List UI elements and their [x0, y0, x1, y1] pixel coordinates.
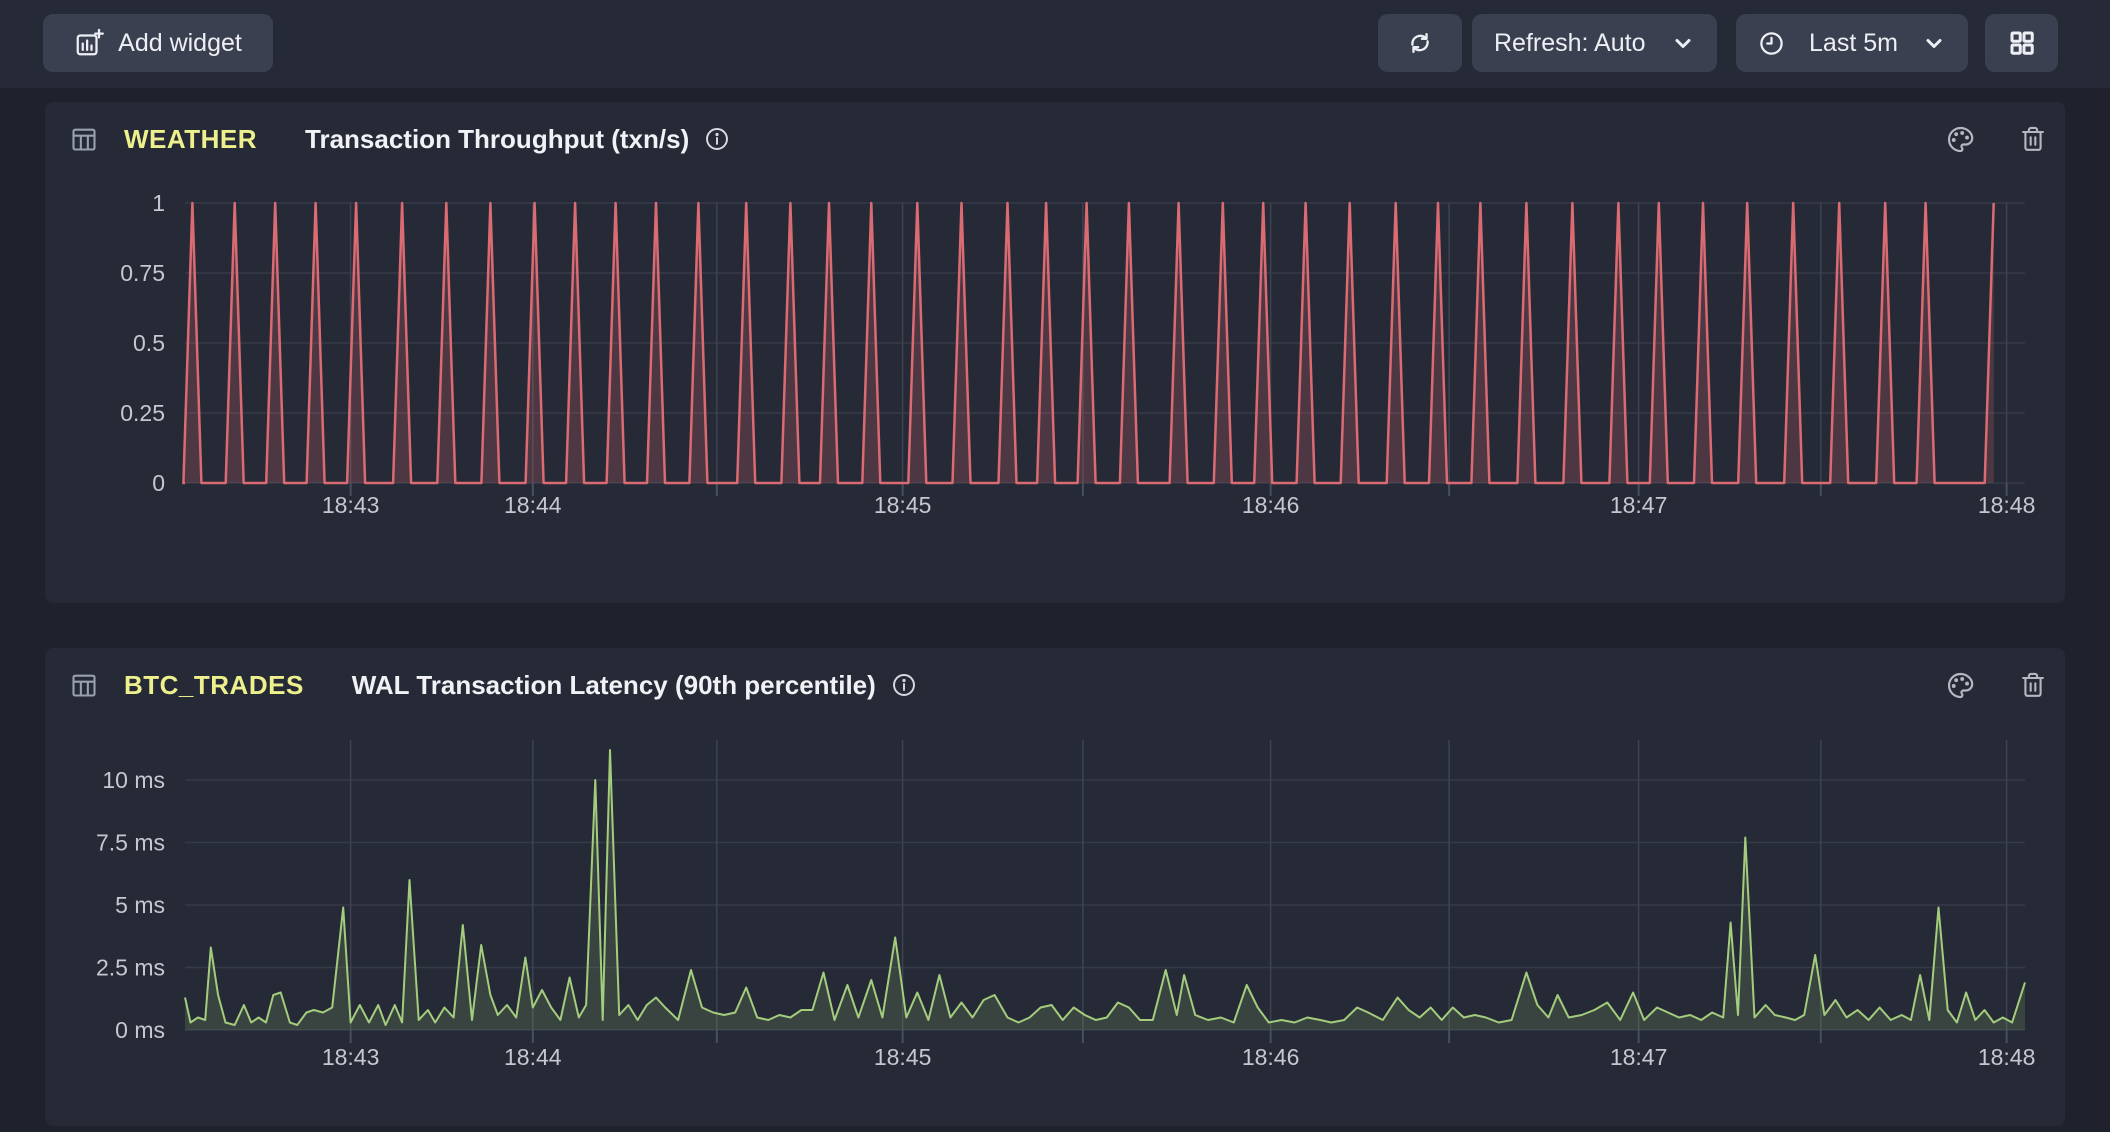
refresh-icon: [1406, 29, 1434, 57]
refresh-mode-dropdown[interactable]: Refresh: Auto: [1472, 14, 1717, 72]
svg-text:18:46: 18:46: [1242, 1044, 1300, 1070]
chart-title: Transaction Throughput (txn/s): [305, 123, 690, 154]
svg-text:18:46: 18:46: [1242, 492, 1300, 518]
latency-chart: 10 ms 7.5 ms 5 ms 2.5 ms 0 ms 18:43 18:44 18:45…: [96, 740, 2036, 1070]
throughput-panel-header: WEATHER Transaction Throughput (txn/s): [45, 102, 2065, 170]
svg-text:0.5: 0.5: [133, 330, 165, 356]
svg-text:18:45: 18:45: [874, 1044, 932, 1070]
svg-text:18:48: 18:48: [1978, 492, 2036, 518]
add-widget-label: Add widget: [118, 28, 242, 57]
chart-title: WAL Transaction Latency (90th percentile…: [351, 669, 876, 700]
svg-text:18:47: 18:47: [1610, 1044, 1668, 1070]
add-widget-button[interactable]: Add widget: [43, 14, 273, 72]
grid-layout-icon: [2007, 28, 2037, 58]
refresh-button[interactable]: [1378, 14, 1462, 72]
svg-text:18:44: 18:44: [504, 492, 562, 518]
delete-widget-button[interactable]: [2019, 125, 2047, 153]
svg-text:0 ms: 0 ms: [115, 1017, 165, 1043]
table-name: BTC_TRADES: [124, 669, 304, 700]
top-toolbar: Add widget Refresh: Auto Last 5m: [0, 0, 2110, 88]
svg-text:5 ms: 5 ms: [115, 892, 165, 918]
time-range-label: Last 5m: [1809, 28, 1898, 57]
chevron-down-icon: [1671, 31, 1695, 55]
svg-text:2.5 ms: 2.5 ms: [96, 955, 165, 981]
add-widget-icon: [74, 28, 105, 58]
layout-grid-button[interactable]: [1985, 14, 2058, 72]
palette-button[interactable]: [1946, 125, 1975, 154]
svg-text:18:44: 18:44: [504, 1044, 562, 1070]
table-name: WEATHER: [124, 123, 258, 154]
svg-text:7.5 ms: 7.5 ms: [96, 830, 165, 856]
svg-text:10 ms: 10 ms: [102, 767, 165, 793]
svg-text:18:48: 18:48: [1978, 1044, 2036, 1070]
svg-text:18:47: 18:47: [1610, 492, 1668, 518]
svg-text:18:45: 18:45: [874, 492, 932, 518]
info-icon[interactable]: [891, 672, 917, 698]
palette-button[interactable]: [1946, 671, 1975, 700]
svg-text:1: 1: [152, 190, 165, 216]
svg-text:18:43: 18:43: [322, 492, 380, 518]
time-range-dropdown[interactable]: Last 5m: [1736, 14, 1968, 72]
delete-widget-button[interactable]: [2019, 671, 2047, 699]
table-icon: [70, 125, 98, 153]
refresh-mode-label: Refresh: Auto: [1494, 28, 1646, 57]
clock-icon: [1758, 30, 1785, 57]
svg-text:18:43: 18:43: [322, 1044, 380, 1070]
svg-text:0: 0: [152, 470, 165, 496]
throughput-chart: 1 0.75 0.5 0.25 0 18:43 18:44 18:45 18:46 18:47 18…: [120, 190, 2036, 518]
latency-panel: 10 ms 7.5 ms 5 ms 2.5 ms 0 ms 18:43 18:44 18:45…: [45, 648, 2065, 1126]
info-icon[interactable]: [704, 126, 730, 152]
svg-text:0.75: 0.75: [120, 260, 165, 286]
throughput-panel: 1 0.75 0.5 0.25 0 18:43 18:44 18:45 18:46 18:47 18…: [45, 102, 2065, 603]
table-icon: [70, 671, 98, 699]
latency-panel-header: BTC_TRADES WAL Transaction Latency (90th…: [45, 648, 2065, 716]
svg-text:0.25: 0.25: [120, 400, 165, 426]
chevron-down-icon: [1922, 31, 1946, 55]
